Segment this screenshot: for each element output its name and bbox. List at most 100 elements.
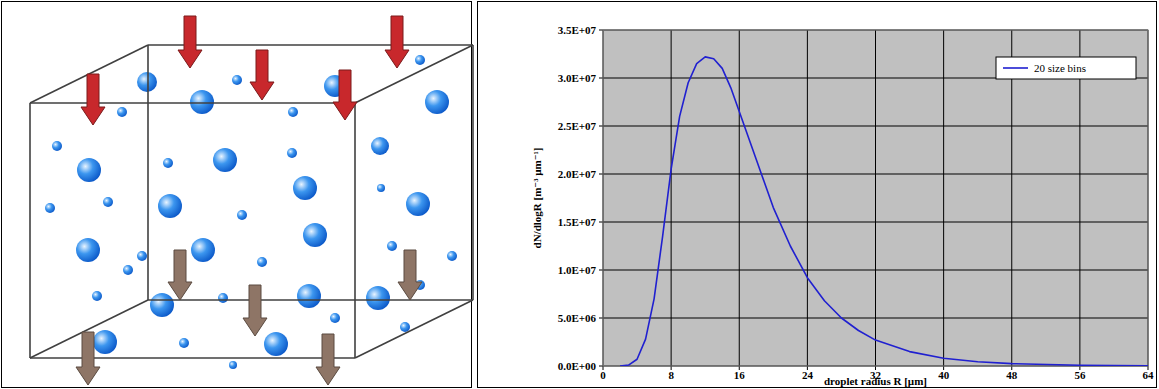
droplet — [257, 257, 267, 267]
flux-arrow — [168, 250, 192, 300]
grid-line — [807, 30, 808, 366]
droplet — [293, 176, 317, 200]
droplet — [137, 251, 147, 261]
droplet — [45, 203, 55, 213]
droplet — [288, 107, 298, 117]
y-tick-label: 3.0E+07 — [558, 72, 597, 84]
droplet — [232, 75, 242, 85]
cube-edge — [30, 102, 355, 104]
y-axis-title: dN/dlogR [m⁻³ µm⁻¹] — [531, 148, 543, 249]
droplet — [297, 284, 321, 308]
y-tick-label: 1.5E+07 — [558, 216, 597, 228]
droplet — [103, 197, 113, 207]
y-tick-label: 3.5E+07 — [558, 24, 597, 36]
legend: 20 size bins — [996, 57, 1136, 79]
droplet — [76, 238, 100, 262]
figure: 0.0E+00 5.0E+06 1.0E+07 1.5E+07 2.0E+07 2.5E+… — [0, 0, 1159, 389]
panel-frame — [478, 2, 1157, 388]
y-tick-label: 2.5E+07 — [558, 120, 597, 132]
y-tick-label: 2.0E+07 — [558, 168, 597, 180]
x-tick-label: 64 — [1143, 369, 1155, 381]
droplet — [387, 241, 397, 251]
flux-arrow — [398, 250, 422, 300]
grid-line — [739, 30, 740, 366]
droplet — [137, 72, 157, 92]
grid-line — [671, 30, 672, 366]
cube-edge — [148, 44, 473, 46]
panel-frame — [2, 2, 472, 388]
grid-line — [943, 30, 944, 366]
droplet — [191, 238, 215, 262]
droplet — [117, 107, 127, 117]
droplet — [237, 210, 247, 220]
y-tick-label: 1.0E+07 — [558, 264, 597, 276]
cube-edge — [355, 300, 473, 358]
cloud-box-diagram — [2, 2, 474, 388]
tick-mark — [599, 270, 603, 271]
flux-arrow — [385, 16, 409, 68]
droplet — [77, 158, 101, 182]
grid-line — [1011, 30, 1012, 366]
droplet — [425, 90, 449, 114]
cube-edge — [147, 45, 149, 300]
x-tick-label: 0 — [600, 369, 606, 381]
x-tick-label: 40 — [938, 369, 950, 381]
flux-arrow — [333, 70, 357, 120]
flux-arrow — [81, 74, 105, 125]
droplet — [229, 361, 237, 369]
droplet — [330, 313, 340, 323]
droplet — [52, 141, 62, 151]
cube-edge — [472, 45, 474, 300]
droplet — [150, 293, 174, 317]
legend-box — [996, 57, 1136, 79]
cube-edge — [148, 299, 473, 301]
flux-arrow — [178, 16, 202, 68]
droplet — [406, 192, 430, 216]
droplet — [213, 148, 237, 172]
x-tick-label: 48 — [1006, 369, 1018, 381]
droplet — [303, 223, 327, 247]
x-tick-label: 16 — [734, 369, 746, 381]
tick-mark — [599, 318, 603, 319]
x-tick-label: 56 — [1074, 369, 1086, 381]
droplet — [93, 330, 117, 354]
droplet — [264, 332, 288, 356]
chart: 0.0E+00 5.0E+06 1.0E+07 1.5E+07 2.0E+07 2.5E+… — [478, 2, 1157, 388]
grid-line — [875, 30, 876, 366]
series-line — [620, 57, 1148, 366]
tick-mark — [599, 366, 603, 367]
tick-mark — [599, 126, 603, 127]
droplet — [190, 90, 214, 114]
legend-label: 20 size bins — [1034, 62, 1086, 74]
cube-edge — [30, 357, 355, 359]
cube-edge — [355, 45, 473, 103]
flux-arrow — [76, 332, 100, 385]
cube-edge — [29, 103, 31, 358]
plot-area — [603, 30, 1148, 366]
tick-mark — [599, 30, 603, 31]
x-tick-label: 24 — [802, 369, 814, 381]
droplet — [123, 265, 133, 275]
droplet — [179, 338, 189, 348]
droplet — [287, 148, 297, 158]
flux-arrow — [243, 285, 267, 336]
droplet — [158, 194, 182, 218]
cube-edge — [354, 103, 356, 358]
tick-mark — [599, 174, 603, 175]
plot-frame — [603, 30, 1148, 366]
grid-line — [1079, 30, 1080, 366]
flux-arrow — [316, 334, 340, 385]
droplet — [218, 293, 228, 303]
legend-swatch — [1003, 67, 1028, 69]
tick-mark — [599, 78, 603, 79]
droplet — [92, 291, 102, 301]
series-group — [620, 57, 1148, 366]
droplet — [447, 251, 457, 261]
droplet — [371, 137, 389, 155]
y-tick-label: 0.0E+00 — [558, 360, 597, 372]
flux-arrow — [250, 50, 274, 100]
droplet — [366, 286, 390, 310]
x-axis-title: droplet radius R [µm] — [824, 375, 927, 387]
droplet — [163, 158, 173, 168]
y-tick-label: 5.0E+06 — [558, 312, 597, 324]
